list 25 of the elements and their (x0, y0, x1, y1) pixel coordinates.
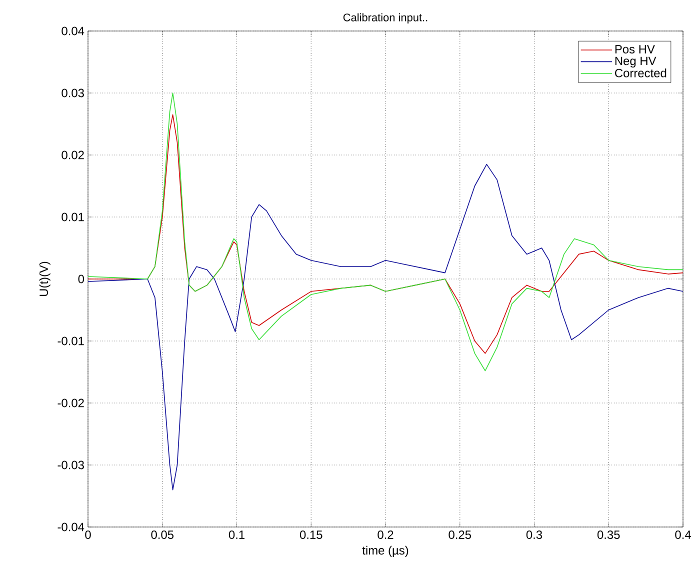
y-tick-label: 0.01 (62, 212, 84, 222)
x-tick-label: 0.25 (448, 530, 471, 539)
x-tick-label: 0.2 (378, 530, 394, 539)
x-tick-label: 0.35 (597, 530, 620, 539)
x-axis-title: time (µs) (362, 546, 408, 557)
x-tick-label: 0.15 (300, 530, 322, 539)
y-axis-title: U(t)(V) (39, 262, 50, 296)
y-tick-label: -0.02 (58, 398, 84, 408)
legend-label: Corrected (615, 68, 666, 78)
y-tick-label: 0 (78, 274, 84, 284)
legend-label: Neg HV (615, 56, 656, 68)
legend-label: Pos HV (615, 45, 655, 54)
x-tick-label: 0.1 (228, 530, 244, 539)
x-tick-label: 0.4 (675, 530, 691, 539)
y-tick-label: -0.01 (58, 336, 84, 346)
y-tick-label: 0.04 (62, 26, 84, 36)
y-tick-label: -0.04 (58, 522, 84, 532)
x-tick-label: 0 (85, 530, 91, 539)
chart-title: Calibration input.. (343, 13, 428, 24)
y-tick-label: -0.03 (58, 460, 84, 470)
x-tick-label: 0.3 (526, 530, 542, 539)
x-tick-label: 0.05 (151, 530, 174, 539)
line-series (88, 164, 684, 490)
y-tick-label: 0.03 (62, 88, 84, 98)
y-tick-label: 0.02 (62, 150, 84, 160)
